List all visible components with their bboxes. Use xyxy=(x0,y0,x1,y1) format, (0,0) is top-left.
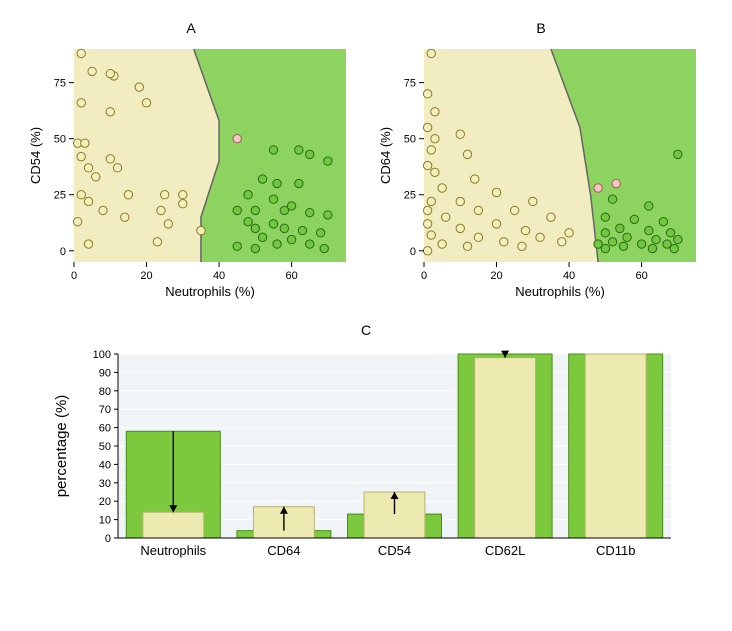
svg-text:40: 40 xyxy=(213,270,225,282)
svg-text:0: 0 xyxy=(60,246,66,258)
svg-text:Neutrophils: Neutrophils xyxy=(140,543,206,558)
svg-text:60: 60 xyxy=(285,270,297,282)
svg-text:CD54: CD54 xyxy=(378,543,411,558)
svg-text:25: 25 xyxy=(404,190,416,202)
panel-A: A 0 20 40 60 0 25 50 75 Neutrophils (%) CD54 (%) xyxy=(26,20,356,304)
panel-A-title: A xyxy=(26,20,356,36)
svg-text:20: 20 xyxy=(490,270,502,282)
svg-text:0: 0 xyxy=(410,246,416,258)
svg-text:20: 20 xyxy=(140,270,152,282)
svg-text:0: 0 xyxy=(421,270,427,282)
svg-text:40: 40 xyxy=(99,459,111,471)
bar-C: Neutrophils CD64 CD54 CD62L CD11b 0 10 20 30 40 50… xyxy=(46,346,686,566)
svg-text:25: 25 xyxy=(54,190,66,202)
svg-text:50: 50 xyxy=(99,441,111,453)
scatter-B: 0 20 40 60 0 25 50 75 Neutrophils (%) CD64 (%) xyxy=(376,44,706,304)
svg-text:75: 75 xyxy=(54,78,66,90)
panel-B: B 0 20 40 60 0 25 50 75 Neutrophils (%) CD64 (%) xyxy=(376,20,706,304)
svg-text:0: 0 xyxy=(71,270,77,282)
svg-text:10: 10 xyxy=(99,515,111,527)
svg-text:60: 60 xyxy=(635,270,647,282)
scatter-A: 0 20 40 60 0 25 50 75 Neutrophils (%) CD54 (%) xyxy=(26,44,356,304)
svg-text:20: 20 xyxy=(99,496,111,508)
svg-text:Neutrophils (%): Neutrophils (%) xyxy=(165,284,255,299)
svg-text:75: 75 xyxy=(404,78,416,90)
svg-text:70: 70 xyxy=(99,404,111,416)
panel-C-title: C xyxy=(46,322,686,338)
svg-text:Neutrophils (%): Neutrophils (%) xyxy=(515,284,605,299)
panel-B-title: B xyxy=(376,20,706,36)
svg-text:50: 50 xyxy=(54,134,66,146)
svg-text:CD62L: CD62L xyxy=(485,543,525,558)
svg-text:40: 40 xyxy=(563,270,575,282)
panel-C: C Neutrophils CD64 CD54 CD62L CD11b 0 10 20 30 40… xyxy=(46,322,686,566)
svg-text:CD64 (%): CD64 (%) xyxy=(378,127,393,184)
svg-text:60: 60 xyxy=(99,423,111,435)
svg-text:90: 90 xyxy=(99,367,111,379)
svg-text:30: 30 xyxy=(99,478,111,490)
svg-text:80: 80 xyxy=(99,386,111,398)
svg-text:CD11b: CD11b xyxy=(596,543,636,558)
svg-text:percentage (%): percentage (%) xyxy=(53,395,70,498)
svg-text:50: 50 xyxy=(404,134,416,146)
svg-text:100: 100 xyxy=(93,349,111,361)
svg-text:CD64: CD64 xyxy=(267,543,300,558)
svg-text:CD54 (%): CD54 (%) xyxy=(28,127,43,184)
svg-text:0: 0 xyxy=(105,533,111,545)
